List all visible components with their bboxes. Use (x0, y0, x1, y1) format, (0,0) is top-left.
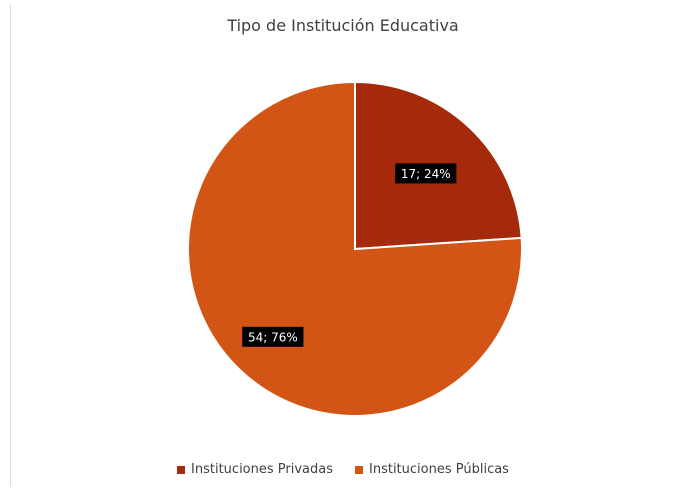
data-label-box-publicas (242, 326, 304, 347)
data-label-box-privadas (395, 163, 457, 184)
chart-title: Tipo de Institución Educativa (227, 16, 459, 35)
data-label-privadas: 17; 24% (395, 163, 457, 184)
legend-swatch-privadas (177, 465, 186, 474)
legend: Instituciones Privadas Instituciones Púb… (0, 462, 686, 477)
legend-label-publicas: Instituciones Públicas (369, 462, 509, 477)
data-label-publicas: 54; 76% (242, 326, 304, 347)
data-label-text-privadas: 17; 24% (401, 167, 451, 181)
data-label-text-publicas: 54; 76% (248, 330, 298, 344)
legend-item-privadas: Instituciones Privadas (177, 462, 333, 477)
legend-item-publicas: Instituciones Públicas (355, 462, 509, 477)
legend-label-privadas: Instituciones Privadas (191, 462, 333, 477)
legend-swatch-publicas (355, 465, 363, 474)
